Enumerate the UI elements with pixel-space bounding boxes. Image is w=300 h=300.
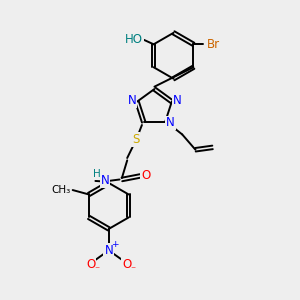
- Text: Br: Br: [207, 38, 220, 51]
- Text: HO: HO: [125, 33, 143, 46]
- Text: O: O: [86, 258, 95, 271]
- Text: +: +: [111, 240, 118, 249]
- Text: H: H: [93, 169, 101, 179]
- Text: O: O: [141, 169, 151, 182]
- Text: N: N: [104, 244, 113, 256]
- Text: N: N: [100, 175, 109, 188]
- Text: N: N: [128, 94, 136, 107]
- Text: S: S: [132, 133, 139, 146]
- Text: O: O: [122, 258, 132, 271]
- Text: N: N: [173, 94, 182, 107]
- Text: ⁻: ⁻: [94, 265, 99, 275]
- Text: ⁻: ⁻: [131, 265, 136, 275]
- Text: N: N: [166, 116, 175, 130]
- Text: CH₃: CH₃: [51, 185, 70, 195]
